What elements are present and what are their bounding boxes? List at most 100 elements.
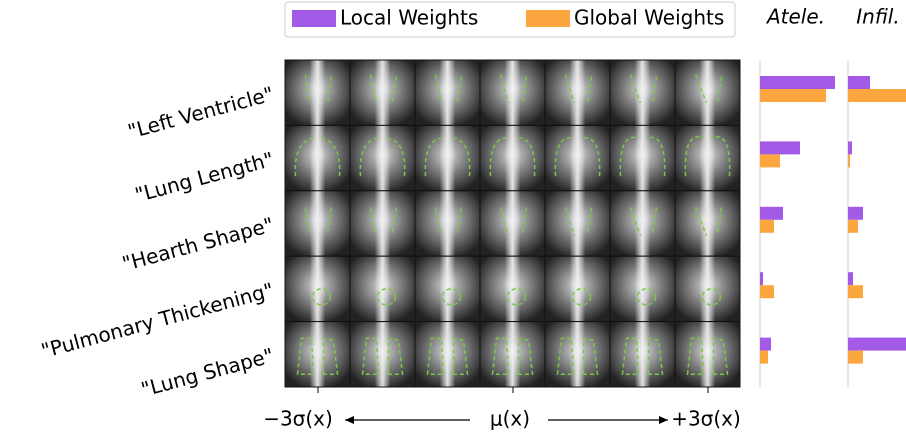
outline [489,137,536,177]
xray-spine [439,125,456,191]
outline [621,337,664,376]
row-label: "Lung Shape" [138,343,276,401]
outline [294,137,341,177]
outline [434,74,463,103]
xray-spine [634,321,651,387]
xray-spine [439,190,456,257]
x-axis-label: −3σ(x) [263,407,333,431]
outline [556,337,599,376]
outline [506,288,527,306]
legend-label: Global Weights [574,6,724,30]
row-label: "Hearth Shape" [120,212,277,275]
xray-spine [634,60,651,126]
xray-spine [569,321,586,387]
row-label: "Lung Length" [132,147,276,207]
xray-spine [374,256,391,322]
arrow-head [345,416,354,424]
outline [359,137,406,177]
xray-spine [569,256,586,322]
xray-spine [569,125,586,191]
legend: Local Weights Global Weights [284,1,736,38]
bar [848,337,906,351]
xray-spine [309,321,326,387]
outline [296,337,339,376]
image-grid [284,59,741,388]
outline [304,74,333,103]
bar [760,206,783,220]
outline [554,137,601,177]
xray-spine [699,60,716,126]
bar [848,285,863,299]
x-axis-label: μ(x) [490,407,530,431]
xray-spine [504,60,521,126]
xray-spine [569,190,586,257]
bar [760,272,763,286]
xray-spine [504,321,521,387]
bar [848,141,852,155]
bar [760,219,774,233]
bar [760,337,771,351]
outline [369,74,398,103]
xray-spine [309,190,326,257]
xray-spine [699,321,716,387]
outline [424,137,471,177]
xray-spine [504,125,521,191]
bar [848,206,863,220]
outline [426,337,469,376]
outline [701,288,722,306]
xray-spine [699,256,716,322]
bar [760,141,800,155]
xray-spine [634,125,651,191]
outline [636,288,657,306]
xray-spine [374,321,391,387]
xray-spine [374,60,391,126]
outline [441,288,462,306]
xray-spine [309,60,326,126]
panel-title: Atele. [765,5,825,29]
bar [848,89,906,102]
bar [848,350,863,364]
outline [694,207,723,236]
outline [564,207,593,236]
xray-spine [504,256,521,322]
bar [760,285,774,299]
xray-spine [439,321,456,387]
outline [571,288,592,306]
panel-title: Infil. [856,5,899,29]
outline [694,74,723,103]
xray-spine [439,256,456,322]
bar [760,76,835,89]
xray-spine [634,256,651,322]
bar [760,89,826,102]
xray-spine [569,60,586,126]
xray-spine [699,125,716,191]
xray-spine [634,190,651,257]
outline [434,207,463,236]
outline [686,337,729,376]
xray-spine [309,256,326,322]
bar [848,154,850,168]
outline [304,207,333,236]
bar [760,350,768,364]
legend-swatch [292,10,336,27]
xray-spine [699,190,716,257]
xray-spine [374,190,391,257]
xray-spine [374,125,391,191]
xray-spine [504,190,521,257]
xray-spine [309,125,326,191]
outline [376,288,397,306]
outline [361,337,404,376]
outline [629,207,658,236]
x-axis-label: +3σ(x) [671,407,741,431]
legend-label: Local Weights [340,6,478,30]
xray-spine [439,60,456,126]
outline [311,288,332,306]
outline [629,74,658,103]
outline [499,74,528,103]
row-label: "Left Ventricle" [125,82,276,144]
bar [848,219,858,233]
arrow-head [659,416,668,424]
bar [848,76,870,89]
outline [499,207,528,236]
